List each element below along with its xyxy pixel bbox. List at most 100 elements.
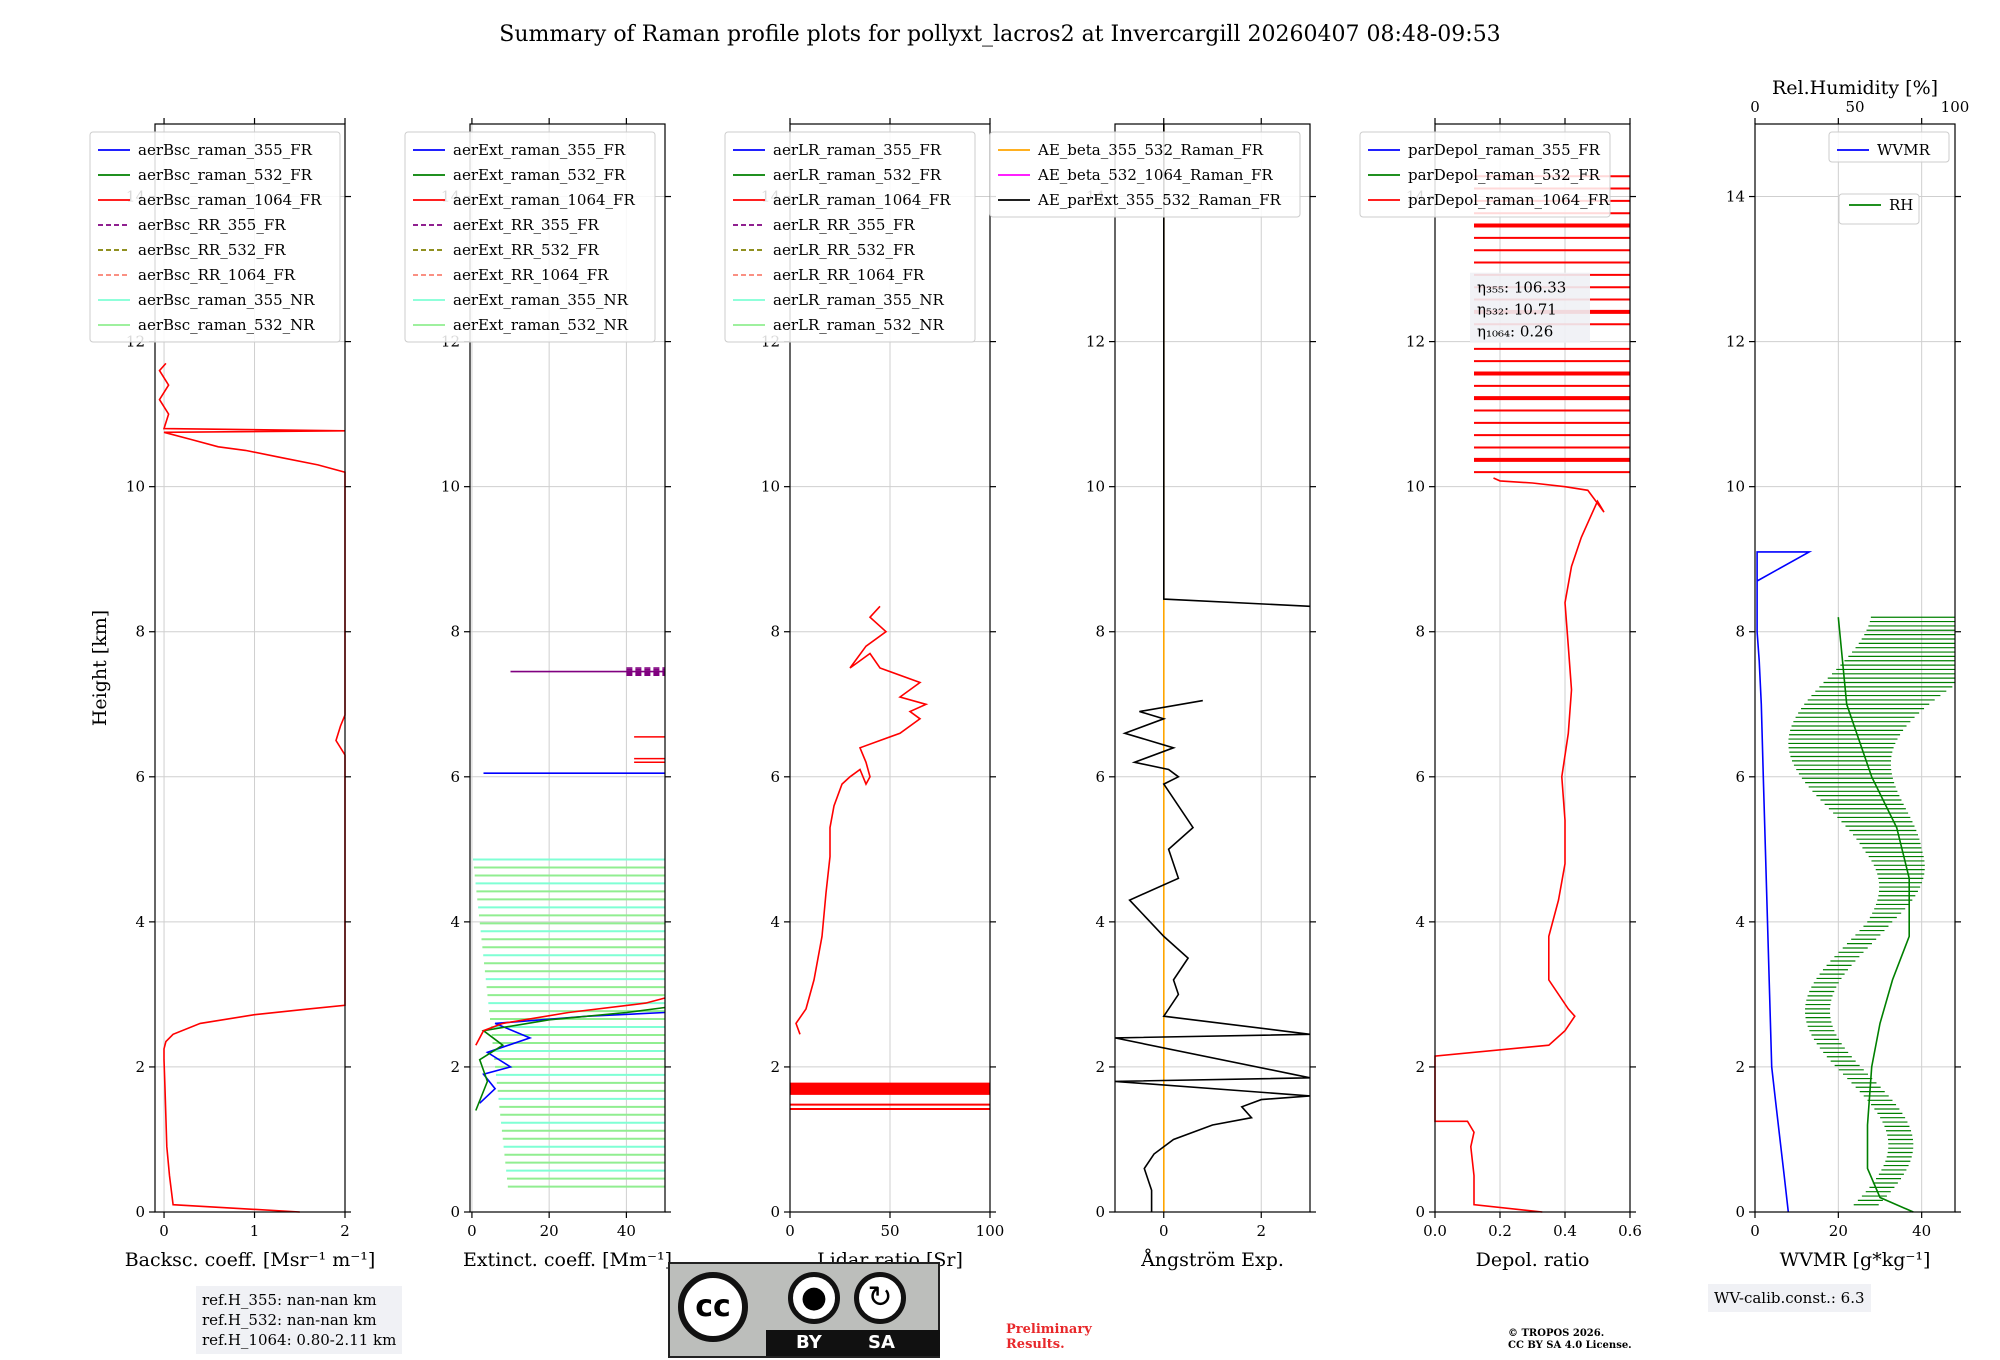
wv-calib-box: WV-calib.const.: 6.3 xyxy=(1708,1284,1871,1312)
axes-frame xyxy=(1114,123,1311,1213)
x-tick-label: 0.4 xyxy=(1553,1222,1577,1240)
axes-frame xyxy=(469,123,666,1213)
eta-1064-label: η₁₀₆₄: 0.26 xyxy=(1477,323,1553,341)
y-tick-label: 8 xyxy=(1095,623,1105,641)
axes-frame xyxy=(1434,123,1631,1213)
x-tick-label: 1 xyxy=(250,1222,260,1240)
series-WVMR xyxy=(1756,551,1813,1213)
x-tick-label: 40 xyxy=(1912,1222,1931,1240)
legend-entry-label: AE_beta_355_532_Raman_FR xyxy=(1037,141,1264,159)
series-AE_parExt_355_532_Raman_FR xyxy=(1114,699,1311,1212)
legend-entry-label: AE_beta_532_1064_Raman_FR xyxy=(1037,166,1273,184)
x-tick-label: 0.0 xyxy=(1423,1222,1447,1240)
x-axis-label: Extinct. coeff. [Mm⁻¹] xyxy=(463,1249,672,1271)
x-tick-label: 2 xyxy=(340,1222,350,1240)
axes-frame xyxy=(1754,123,1956,1213)
x-tick-label: 20 xyxy=(1829,1222,1848,1240)
x-axis-label: Depol. ratio xyxy=(1476,1249,1590,1271)
legend-entry-label: aerExt_raman_532_FR xyxy=(453,166,626,184)
y-tick-label: 6 xyxy=(1415,768,1425,786)
legend-entry-label: aerExt_raman_532_NR xyxy=(453,316,629,334)
ref-h-532: ref.H_532: nan-nan km xyxy=(202,1311,377,1329)
series-aerBsc_raman_1064_FR xyxy=(158,362,346,1213)
legend-entry-label: WVMR xyxy=(1877,141,1931,159)
copyright-line-1: © TROPOS 2026. xyxy=(1508,1328,1605,1339)
top-tick-label: 0 xyxy=(1750,98,1760,116)
y-tick-label: 10 xyxy=(1726,478,1745,496)
y-tick-label: 10 xyxy=(441,478,460,496)
y-tick-label: 8 xyxy=(450,623,460,641)
preliminary-line-2: Results. xyxy=(1006,1337,1065,1352)
y-tick-label: 6 xyxy=(135,768,145,786)
series-RH xyxy=(1837,617,1914,1213)
x-tick-label: 2 xyxy=(1256,1222,1266,1240)
legend-box xyxy=(89,131,341,343)
y-tick-label: 10 xyxy=(1406,478,1425,496)
x-tick-label: 0 xyxy=(785,1222,795,1240)
x-tick-label: 0 xyxy=(1750,1222,1760,1240)
x-tick-label: 50 xyxy=(880,1222,899,1240)
y-tick-label: 4 xyxy=(770,913,780,931)
legend-entry-label: aerExt_raman_1064_FR xyxy=(453,191,635,209)
share-alike-icon: ↻ xyxy=(854,1272,906,1324)
y-tick-label: 0 xyxy=(1095,1203,1105,1221)
y-tick-label: 10 xyxy=(1086,478,1105,496)
y-tick-label: 4 xyxy=(1735,913,1745,931)
y-tick-label: 12 xyxy=(1086,333,1105,351)
legend-entry-label: aerExt_RR_1064_FR xyxy=(453,266,609,284)
legend-entry-label: aerBsc_raman_355_FR xyxy=(138,141,313,159)
x-tick-label: 0 xyxy=(1159,1222,1169,1240)
x-axis-label: Backsc. coeff. [Msr⁻¹ m⁻¹] xyxy=(125,1249,376,1271)
y-tick-label: 2 xyxy=(450,1058,460,1076)
legend-entry-label: aerExt_raman_355_NR xyxy=(453,291,629,309)
legend-entry-label: aerLR_raman_355_FR xyxy=(773,141,942,159)
legend-entry-label: aerLR_RR_532_FR xyxy=(773,241,915,259)
legend-entry-label: aerExt_raman_355_FR xyxy=(453,141,626,159)
legend-entry-label: aerBsc_raman_1064_FR xyxy=(138,191,322,209)
cc-label-bar: BY SA xyxy=(766,1330,940,1356)
legend-box xyxy=(724,131,976,343)
y-tick-label: 0 xyxy=(770,1203,780,1221)
y-tick-label: 12 xyxy=(1406,333,1425,351)
y-tick-label: 8 xyxy=(1415,623,1425,641)
y-tick-label: 6 xyxy=(1735,768,1745,786)
top-axis-label: Rel.Humidity [%] xyxy=(1772,77,1938,99)
x-axis-label: WVMR [g*kg⁻¹] xyxy=(1780,1249,1931,1271)
eta-532-label: η₅₃₂: 10.71 xyxy=(1477,301,1557,319)
preliminary-note: Preliminary Results. xyxy=(1006,1322,1092,1352)
legend-box xyxy=(1359,131,1611,218)
x-tick-label: 0 xyxy=(467,1222,477,1240)
copyright-line-2: CC BY SA 4.0 License. xyxy=(1508,1340,1632,1351)
y-tick-label: 2 xyxy=(1095,1058,1105,1076)
top-tick-label: 50 xyxy=(1845,98,1864,116)
preliminary-line-1: Preliminary xyxy=(1006,1322,1092,1337)
legend-entry-label: aerBsc_RR_532_FR xyxy=(138,241,286,259)
legend-entry-label: aerLR_raman_532_NR xyxy=(773,316,944,334)
y-tick-label: 4 xyxy=(1415,913,1425,931)
legend-entry-label: aerBsc_raman_532_NR xyxy=(138,316,315,334)
series-AE_parExt_upper xyxy=(1163,124,1311,608)
y-tick-label: 0 xyxy=(1735,1203,1745,1221)
ref-h-1064: ref.H_1064: 0.80-2.11 km xyxy=(202,1331,397,1349)
x-tick-label: 0 xyxy=(159,1222,169,1240)
y-tick-label: 2 xyxy=(1735,1058,1745,1076)
series-parDepol_raman_1064_FR xyxy=(1434,477,1605,1213)
y-tick-label: 4 xyxy=(135,913,145,931)
legend-entry-label: parDepol_raman_1064_FR xyxy=(1408,191,1610,209)
x-tick-label: 0.6 xyxy=(1618,1222,1642,1240)
y-tick-label: 6 xyxy=(1095,768,1105,786)
y-axis-label: Height [km] xyxy=(89,610,111,726)
legend-entry-label: RH xyxy=(1889,196,1913,214)
series-aerExt_raman_532_FR xyxy=(475,1006,666,1111)
y-tick-label: 10 xyxy=(761,478,780,496)
y-tick-label: 4 xyxy=(450,913,460,931)
legend-box xyxy=(989,131,1301,218)
legend-entry-label: aerExt_RR_532_FR xyxy=(453,241,600,259)
legend-entry-label: aerBsc_raman_532_FR xyxy=(138,166,313,184)
y-tick-label: 0 xyxy=(1415,1203,1425,1221)
y-tick-label: 10 xyxy=(126,478,145,496)
legend-entry-label: parDepol_raman_532_FR xyxy=(1408,166,1601,184)
legend-box xyxy=(1828,131,1950,163)
figure-title: Summary of Raman profile plots for polly… xyxy=(499,22,1501,47)
by-label: BY xyxy=(796,1332,822,1353)
